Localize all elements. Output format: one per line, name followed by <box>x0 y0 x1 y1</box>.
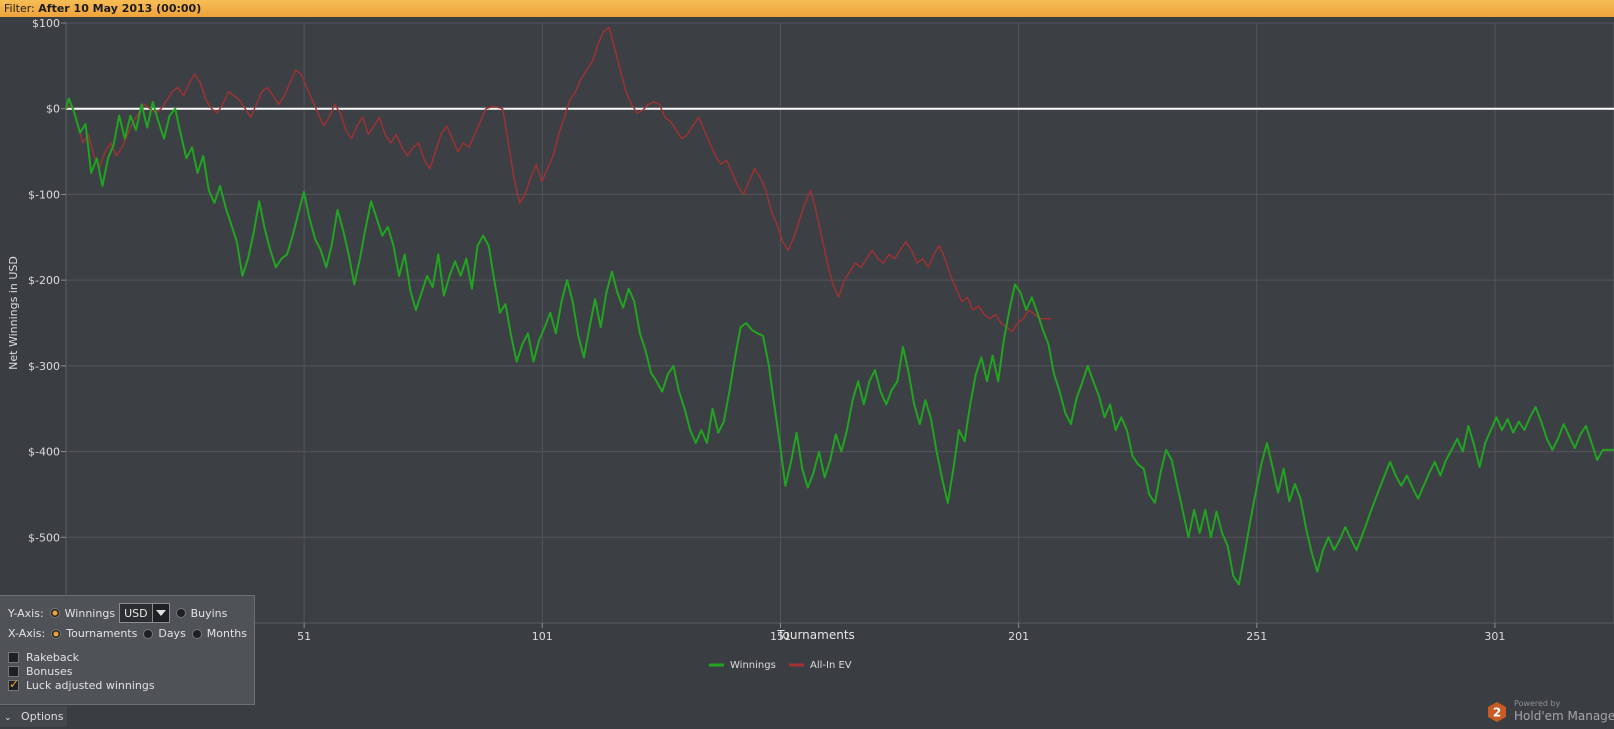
y-axis-option-label: Y-Axis: <box>8 606 44 620</box>
y-tick-label: $-200 <box>28 274 60 287</box>
plot-area <box>65 22 1614 624</box>
x-axis-label: Tournaments <box>776 628 855 642</box>
radio-winnings[interactable] <box>49 608 60 618</box>
y-tick-label: $-300 <box>28 360 60 373</box>
y-axis-row: Y-Axis: Winnings USD Buyins <box>8 603 227 623</box>
filter-value: After 10 May 2013 (00:00) <box>38 2 202 15</box>
options-toggle-label: Options <box>21 710 64 723</box>
series-line-winnings <box>65 97 1614 586</box>
chevron-down-icon[interactable] <box>151 604 169 622</box>
radio-buyins[interactable] <box>175 608 186 618</box>
filter-label: Filter: <box>4 2 35 15</box>
options-panel: Y-Axis: Winnings USD Buyins X-Axis: Tour… <box>0 595 255 705</box>
y-tick-label: $-100 <box>28 188 60 201</box>
hem-logo-icon: 2 <box>1488 702 1506 722</box>
y-tick-label: $-400 <box>28 446 60 459</box>
radio-tournaments[interactable] <box>51 628 62 639</box>
x-tick-label: 251 <box>1246 630 1267 643</box>
x-tick-label: 301 <box>1484 630 1505 643</box>
x-axis-row: X-Axis: Tournaments Days Months <box>8 627 247 640</box>
brand: 2 Powered by Hold'em Manager <box>1486 698 1614 727</box>
y-tick-label: $100 <box>32 17 60 30</box>
x-tick-label: 51 <box>297 630 311 643</box>
rakeback-row: Rakeback <box>8 651 79 664</box>
radio-months[interactable] <box>191 628 202 639</box>
filter-bar[interactable]: Filter: After 10 May 2013 (00:00) <box>0 0 1614 17</box>
tournaments-option-label: Tournaments <box>66 627 138 640</box>
x-tick-label: 101 <box>532 630 553 643</box>
y-axis-label: Net Winnings in USD <box>7 256 20 370</box>
luck-adjusted-checkbox[interactable] <box>8 677 19 691</box>
x-tick-label: 151 <box>770 630 791 643</box>
options-toggle-button[interactable]: ⌄ Options <box>0 706 67 727</box>
bonuses-row: Bonuses <box>8 665 72 678</box>
powered-by-text: Powered by <box>1514 699 1561 708</box>
legend-label-winnings: Winnings <box>730 660 776 671</box>
rakeback-checkbox[interactable] <box>8 652 19 663</box>
buyins-option-label: Buyins <box>190 606 228 620</box>
days-option-label: Days <box>158 627 186 640</box>
x-tick-label: 201 <box>1008 630 1029 643</box>
bonuses-checkbox[interactable] <box>8 666 19 677</box>
bonuses-label: Bonuses <box>26 665 73 678</box>
luck-row: Luck adjusted winnings <box>8 677 155 692</box>
y-tick-label: $0 <box>46 103 60 116</box>
y-axis-ticks: $100 $0 $-100 $-200 $-300 $-400 $-500 <box>28 17 66 544</box>
x-axis-option-label: X-Axis: <box>8 627 46 640</box>
winnings-chart: $100 $0 $-100 $-200 $-300 $-400 $-500 51 101 151… <box>7 17 1614 671</box>
currency-select[interactable]: USD <box>119 603 170 623</box>
currency-value: USD <box>124 606 148 620</box>
rakeback-label: Rakeback <box>26 651 80 664</box>
radio-days[interactable] <box>143 628 154 639</box>
chevron-down-icon: ⌄ <box>4 713 12 723</box>
series-lines <box>65 26 1614 586</box>
winnings-option-label: Winnings <box>64 606 116 620</box>
x-axis-ticks: 51 101 151 201 251 301 <box>297 623 1505 643</box>
series-line-allin-ev <box>65 26 1052 333</box>
months-option-label: Months <box>206 627 248 640</box>
y-tick-label: $-500 <box>28 531 60 544</box>
legend-label-allin-ev: All-In EV <box>810 660 852 671</box>
svg-text:2: 2 <box>1493 706 1501 720</box>
luck-adjusted-label: Luck adjusted winnings <box>26 679 155 692</box>
legend: Winnings All-In EV <box>709 660 852 671</box>
brand-name: Hold'em Manager <box>1514 709 1614 723</box>
